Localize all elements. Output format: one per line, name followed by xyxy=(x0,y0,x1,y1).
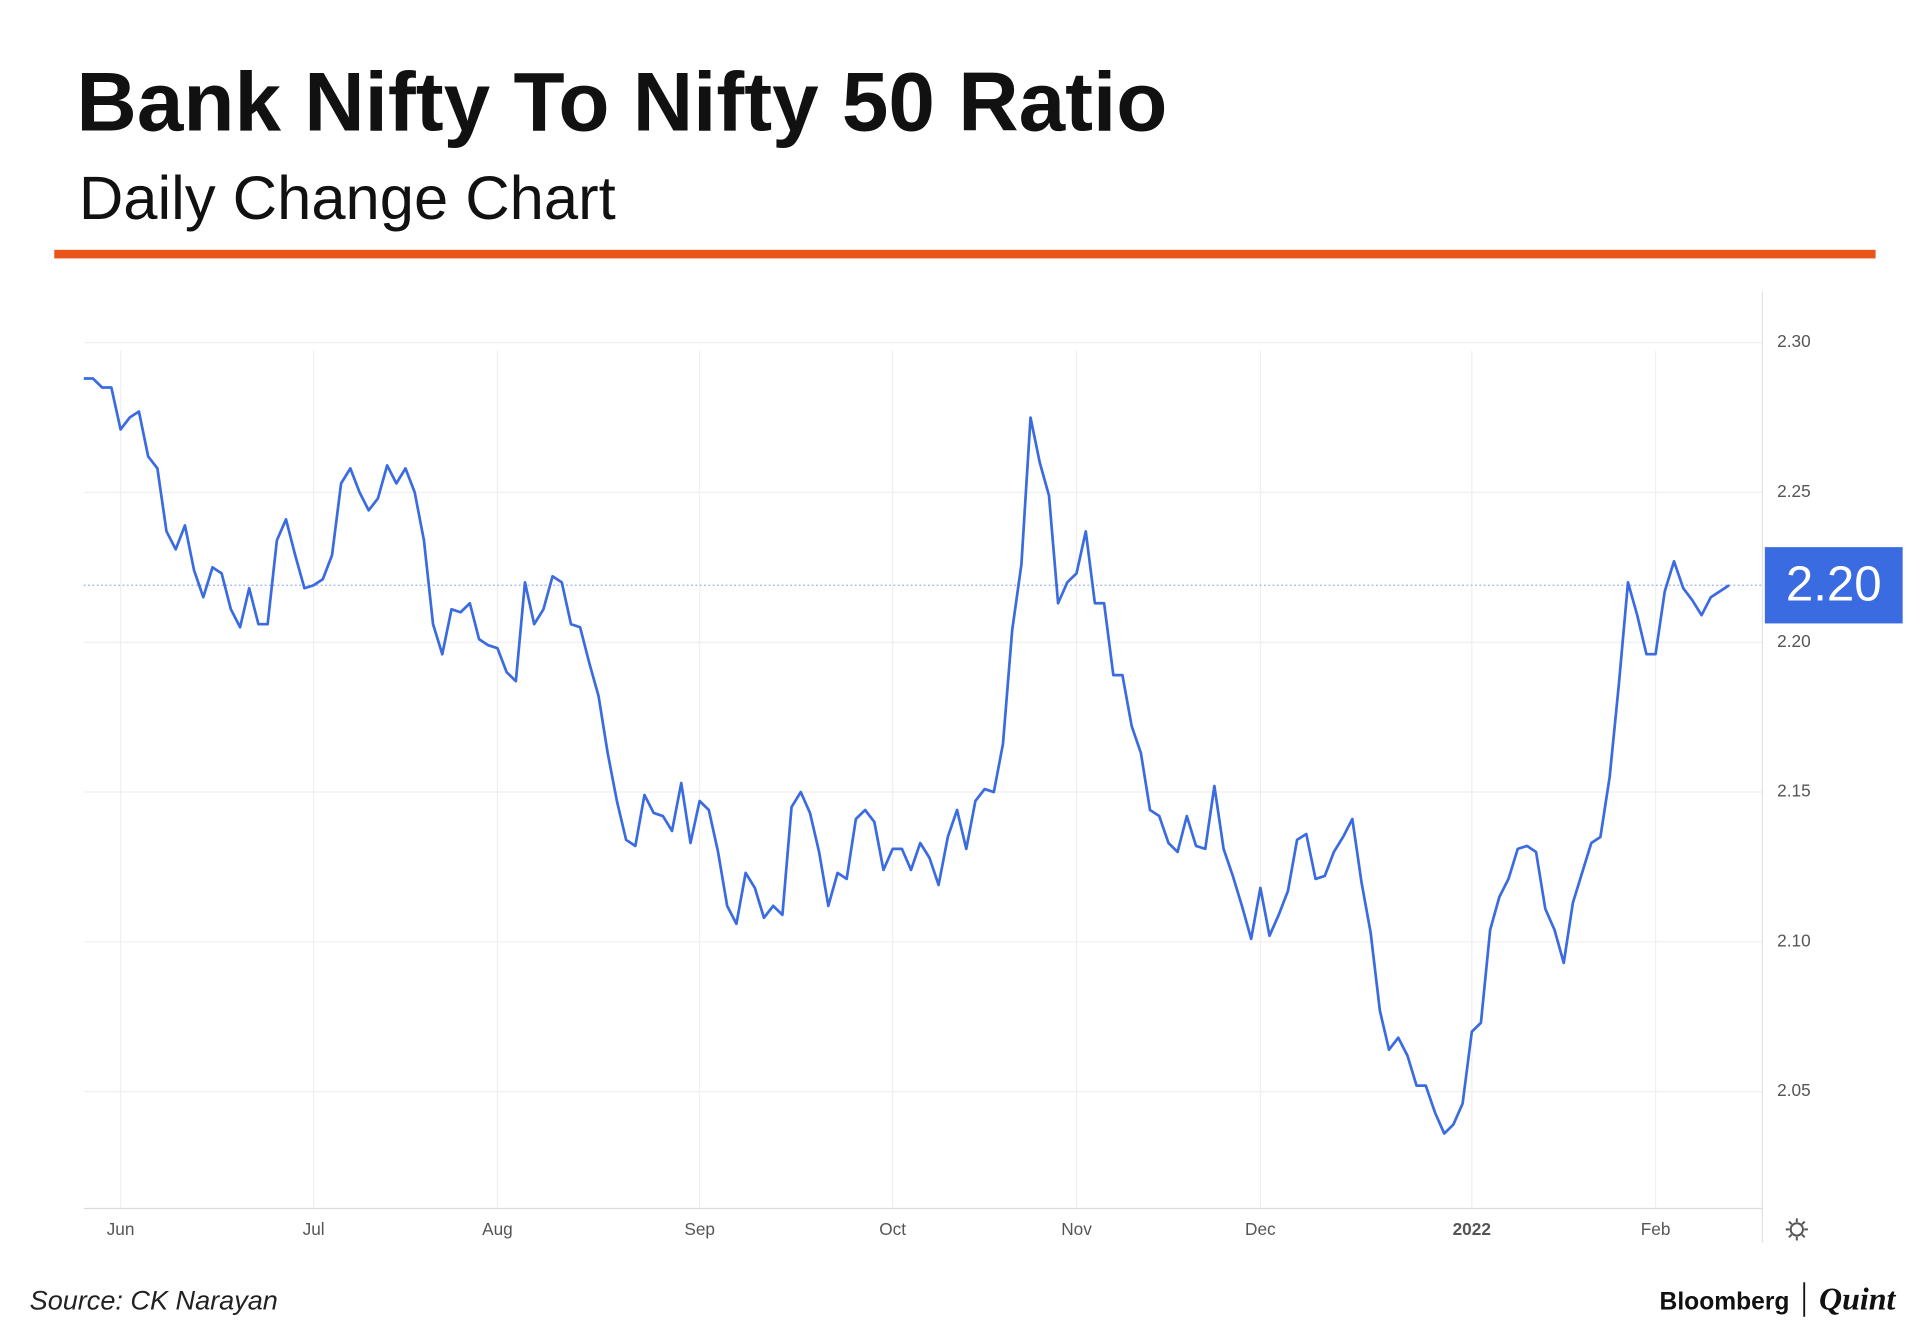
y-tick-label: 2.20 xyxy=(1777,631,1811,651)
chart-title: Bank Nifty To Nifty 50 Ratio xyxy=(76,54,1167,148)
x-tick-label: Sep xyxy=(684,1219,715,1239)
x-tick-label: Dec xyxy=(1245,1219,1276,1239)
brand-name: Quint xyxy=(1819,1280,1897,1316)
y-tick-label: 2.30 xyxy=(1777,331,1811,351)
x-tick-label: Jul xyxy=(303,1219,325,1239)
price-tag: 2.20 xyxy=(1786,557,1882,612)
x-tick-label: Nov xyxy=(1061,1219,1092,1239)
grid xyxy=(83,341,1763,1209)
settings-icon xyxy=(1785,1218,1808,1241)
x-tick-label: 2022 xyxy=(1453,1219,1491,1239)
x-tick-label: Oct xyxy=(879,1219,906,1239)
series-line xyxy=(83,377,1730,1135)
divider xyxy=(54,249,1876,259)
y-tick-label: 2.25 xyxy=(1777,481,1811,501)
brand-name: Bloomberg xyxy=(1660,1288,1790,1315)
x-tick-label: Jun xyxy=(107,1219,135,1239)
chart-subtitle: Daily Change Chart xyxy=(79,164,616,233)
x-tick-label: Feb xyxy=(1641,1219,1671,1239)
source-note: Source: CK Narayan xyxy=(30,1284,278,1315)
y-tick-label: 2.15 xyxy=(1777,781,1811,801)
x-tick-label: Aug xyxy=(482,1219,513,1239)
y-tick-label: 2.05 xyxy=(1777,1080,1811,1100)
price-tag-box xyxy=(1764,547,1903,624)
y-tick-label: 2.10 xyxy=(1777,930,1811,950)
